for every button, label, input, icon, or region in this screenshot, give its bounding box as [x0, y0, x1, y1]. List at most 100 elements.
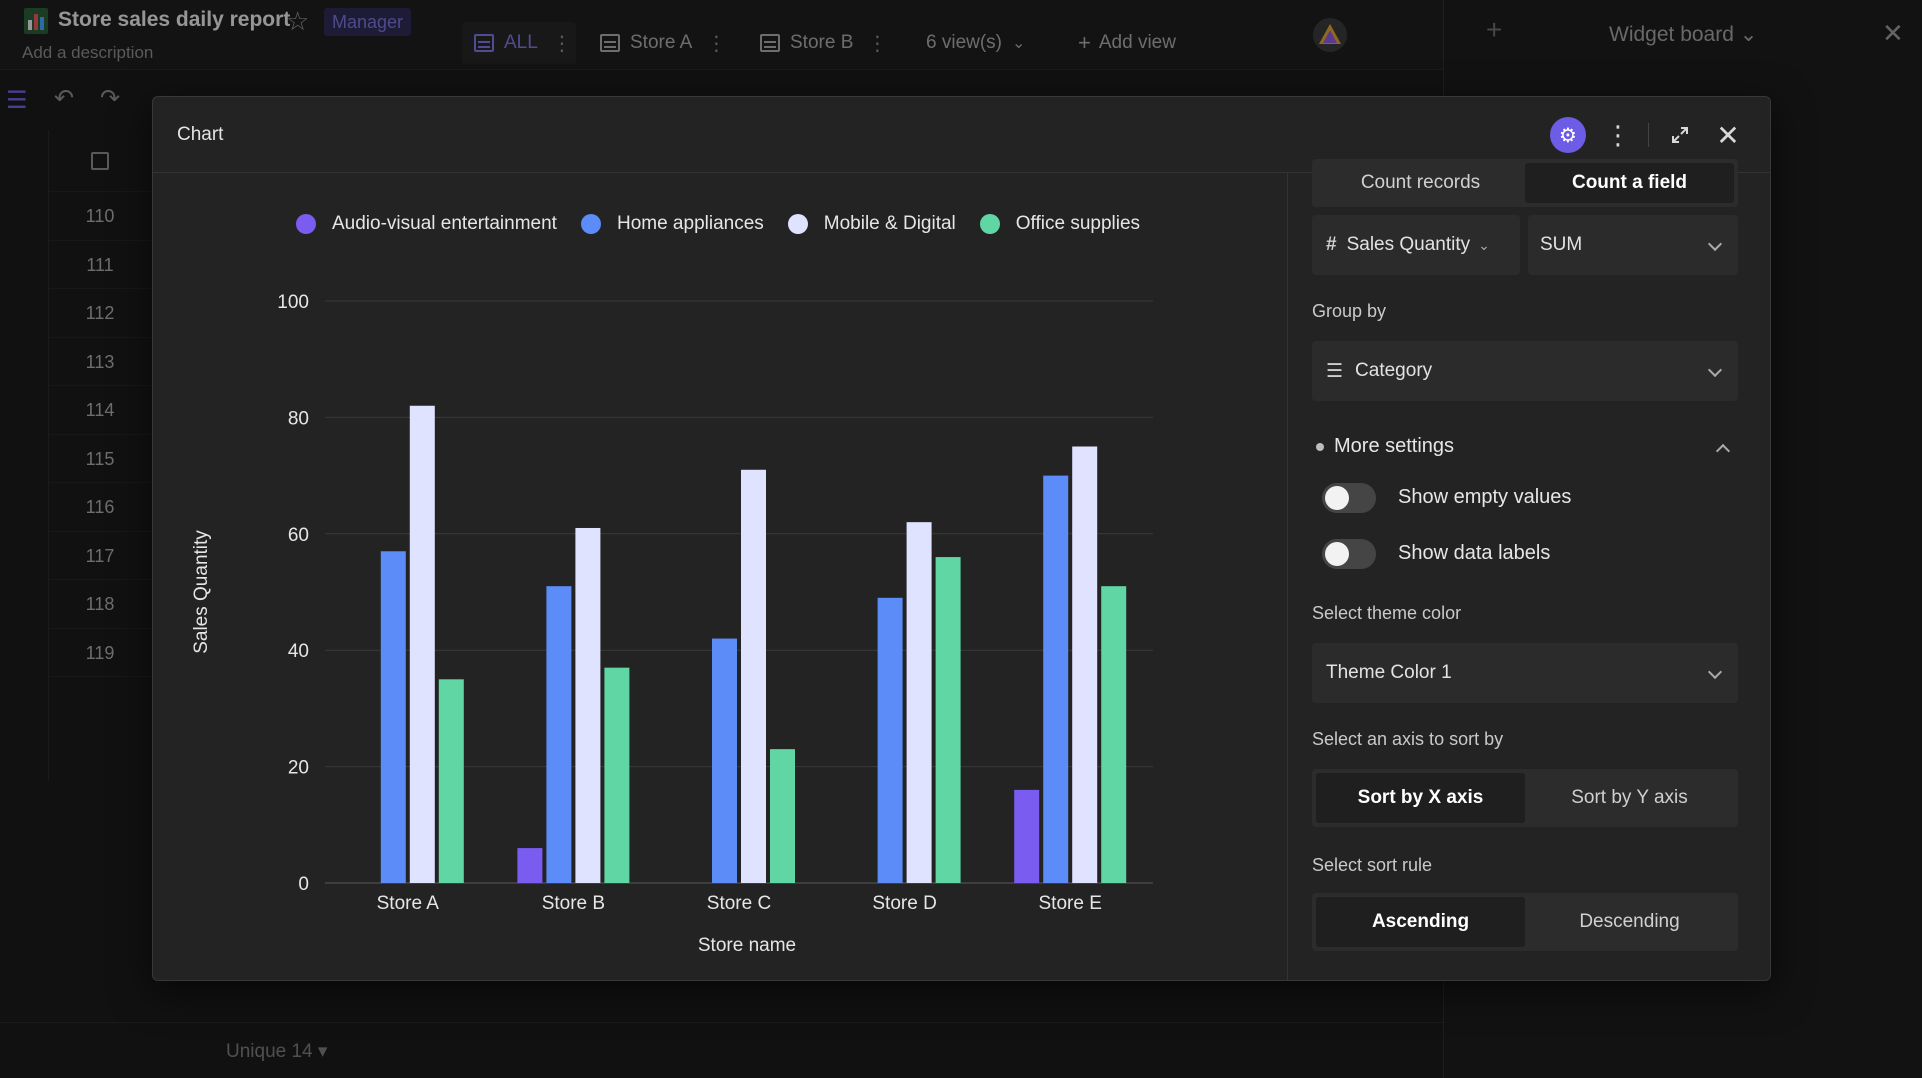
count-records-button[interactable]: Count records [1360, 172, 1481, 193]
show-data-labels-label: Show data labels [1398, 542, 1551, 564]
count-field-button[interactable]: Count a field [1525, 163, 1734, 203]
chart-legend: Audio-visual entertainment Home applianc… [296, 213, 1140, 235]
tab-menu-icon[interactable]: ⋮ [551, 32, 572, 55]
chart-modal: Chart ⚙ ⋮ ✕ Audio-visual entertainment H… [152, 96, 1771, 981]
add-view-button[interactable]: + Add view [1078, 22, 1176, 64]
bar [380, 551, 406, 883]
tab-label: 6 view(s) [926, 32, 1003, 53]
sort-rule-toggle: Ascending Descending [1312, 893, 1738, 951]
chevron-down-icon [1707, 362, 1723, 378]
group-by-value: Category [1355, 360, 1433, 381]
number-field-icon: # [1326, 234, 1337, 255]
bar [770, 749, 795, 883]
bar [546, 586, 572, 883]
bar [604, 667, 630, 883]
chart-area: Audio-visual entertainment Home applianc… [153, 173, 1288, 980]
tab-label: ALL [504, 32, 538, 53]
bullet-icon [1316, 443, 1324, 451]
plus-icon: + [1078, 30, 1091, 55]
sort-x-axis-button[interactable]: Sort by X axis [1316, 773, 1525, 823]
row-number: 112 [48, 289, 152, 338]
table-view-icon [600, 34, 620, 52]
theme-color-select[interactable]: Theme Color 1 [1312, 643, 1738, 703]
legend-label: Office supplies [1015, 213, 1141, 234]
close-icon[interactable]: ✕ [1882, 18, 1904, 48]
row-number: 110 [48, 192, 152, 241]
tab-store-a[interactable]: Store A ⋮ [600, 22, 726, 64]
sidebar-toggle-icon[interactable]: ☰ [6, 87, 28, 114]
y-axis-title: Sales Quantity [191, 530, 212, 654]
bar [1072, 446, 1098, 883]
chart-settings-panel: Count records Count a field # Sales Quan… [1288, 159, 1770, 980]
legend-item-mobile-digital[interactable]: Mobile & Digital [787, 213, 956, 235]
legend-dot [580, 214, 601, 234]
group-by-select[interactable]: ☰ Category [1312, 341, 1738, 401]
y-tick-label: 100 [277, 292, 309, 313]
legend-label: Mobile & Digital [823, 213, 956, 234]
field-select[interactable]: # Sales Quantity ⌄ [1312, 215, 1520, 275]
summary-dropdown[interactable]: Unique 14 ▾ [226, 1041, 328, 1062]
row-number: 118 [48, 580, 152, 629]
tab-store-b[interactable]: Store B ⋮ [760, 22, 887, 64]
select-all-checkbox[interactable] [48, 130, 152, 192]
legend-item-audio-visual[interactable]: Audio-visual entertainment [296, 213, 557, 235]
aggregation-value: SUM [1540, 234, 1583, 255]
y-tick-label: 0 [298, 874, 309, 895]
row-number: 111 [48, 241, 152, 289]
add-widget-icon[interactable]: + [1486, 14, 1503, 45]
legend-item-office-supplies[interactable]: Office supplies [979, 213, 1141, 235]
x-tick-label: Store B [542, 893, 605, 914]
more-options-icon[interactable]: ⋮ [1605, 119, 1631, 150]
legend-dot [296, 214, 316, 234]
bar [877, 597, 903, 883]
undo-icon[interactable]: ↶ [54, 85, 75, 112]
descending-button[interactable]: Descending [1579, 911, 1680, 932]
row-number: 113 [48, 338, 152, 386]
bar [712, 638, 737, 883]
x-axis-title: Store name [698, 935, 796, 956]
redo-icon[interactable]: ↷ [100, 85, 121, 112]
description-field[interactable]: Add a description [22, 43, 154, 62]
tab-all[interactable]: ALL ⋮ [462, 22, 576, 64]
bar-chart: 0 20 40 60 80 100 Store A Store B Store C Store D… [191, 292, 1153, 956]
bar [1014, 789, 1040, 883]
widget-board-title[interactable]: Widget board ⌄ [1609, 23, 1758, 46]
list-icon: ☰ [1326, 360, 1344, 382]
views-dropdown[interactable]: 6 view(s) ⌄ [926, 22, 1025, 64]
tab-menu-icon[interactable]: ⋮ [867, 32, 888, 55]
sort-y-axis-button[interactable]: Sort by Y axis [1571, 787, 1688, 808]
show-empty-values-toggle[interactable] [1322, 483, 1376, 513]
bar [409, 405, 435, 883]
chevron-up-icon[interactable] [1715, 443, 1731, 459]
show-data-labels-toggle[interactable] [1322, 539, 1376, 569]
chevron-down-icon: ⌄ [1478, 236, 1490, 253]
legend-item-home-appliances[interactable]: Home appliances [580, 213, 764, 235]
theme-color-value: Theme Color 1 [1326, 662, 1452, 683]
doc-title[interactable]: Store sales daily report [58, 8, 291, 31]
sort-axis-toggle: Sort by X axis Sort by Y axis [1312, 769, 1738, 827]
more-settings-toggle[interactable]: More settings [1334, 435, 1455, 457]
header-divider [1648, 123, 1649, 147]
chevron-down-icon [1707, 236, 1723, 252]
bar [1101, 586, 1127, 883]
settings-gear-icon[interactable]: ⚙ [1550, 117, 1586, 153]
x-tick-label: Store D [872, 893, 936, 914]
row-number: 116 [48, 483, 152, 532]
tab-label: Store A [630, 32, 693, 53]
tab-label: Store B [790, 32, 854, 53]
bar [517, 848, 543, 883]
theme-color-label: Select theme color [1312, 603, 1462, 623]
row-number-column: 110 111 112 113 114 115 116 117 118 119 [48, 130, 152, 677]
tab-menu-icon[interactable]: ⋮ [706, 32, 727, 55]
close-modal-icon[interactable]: ✕ [1716, 119, 1740, 151]
y-tick-label: 40 [288, 641, 309, 662]
ascending-button[interactable]: Ascending [1316, 897, 1525, 947]
tab-label: Add view [1098, 32, 1176, 53]
star-icon[interactable]: ☆ [286, 6, 310, 36]
aggregation-select[interactable]: SUM [1528, 215, 1738, 275]
y-tick-label: 80 [288, 408, 309, 429]
expand-icon[interactable] [1662, 117, 1698, 153]
row-number: 119 [48, 629, 152, 677]
avatar[interactable] [1313, 18, 1347, 52]
row-number: 115 [48, 435, 152, 483]
